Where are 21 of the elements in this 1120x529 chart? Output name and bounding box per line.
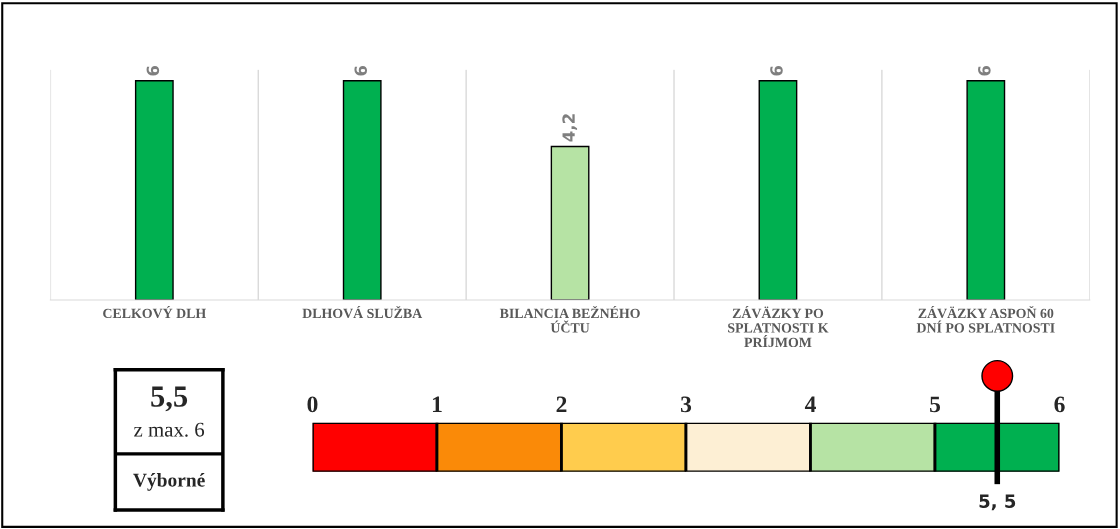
- x-tick-label: 0: [307, 396, 318, 413]
- text: z max. 6: [134, 422, 205, 437]
- data-label: 4,2: [562, 114, 578, 142]
- x-tick-label: 2: [556, 396, 567, 413]
- x-tick-label: CELKOVÝ DLH: [103, 306, 206, 319]
- text: Výborné: [133, 473, 205, 491]
- x-tick-label: 1: [432, 396, 442, 413]
- x-tick-label: 6: [1054, 396, 1065, 413]
- text: 5,5: [151, 386, 188, 412]
- x-tick-label: 3: [680, 396, 692, 413]
- ref-line-label: 5, 5: [979, 494, 1016, 511]
- x-tick-label: 4: [804, 396, 816, 413]
- x-tick-label: DLHOVÁ SLUŽBA: [302, 305, 423, 319]
- x-tick-label: BILANCIA BEŽNÉHO ÚČTU: [499, 305, 640, 333]
- x-tick-label: 5: [930, 396, 941, 413]
- data-label: 6: [770, 65, 783, 76]
- x-tick-label: ZÁVÄZKY ASPOŇ 60 DNÍ PO SPLATNOSTI: [916, 305, 1055, 333]
- data-label: 6: [978, 65, 991, 76]
- data-label: 6: [146, 65, 160, 76]
- x-tick-label: ZÁVÄZKY PO SPLATNOSTI K PRÍJMOM: [728, 306, 829, 348]
- data-label: 6: [354, 65, 368, 76]
